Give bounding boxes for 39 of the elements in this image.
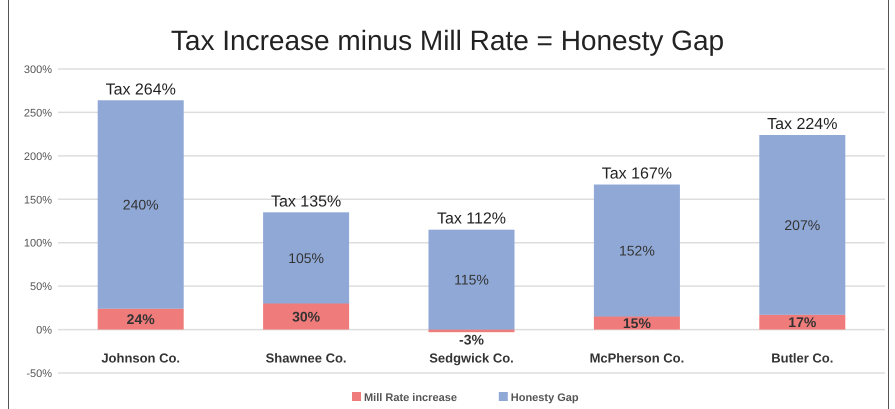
legend-label: Honesty Gap [510,392,579,404]
data-label: 115% [454,272,489,288]
bar [428,330,515,332]
x-tick-label: Shawnee Co. [266,350,347,366]
data-label: 152% [618,242,655,259]
legend-label: Mill Rate increase [364,392,457,404]
total-label: Tax 135% [270,193,342,210]
y-tick-label: 50% [30,281,52,294]
bar [98,308,184,330]
total-label: Tax 224% [767,116,838,134]
x-tick-label: Sedgwick Co. [429,350,514,366]
bar [594,184,680,317]
y-tick-label: 300% [24,64,52,76]
bar [263,304,350,330]
x-tick-label: McPherson Co. [590,350,684,366]
total-label: Tax 264% [106,81,176,98]
y-tick-label: 100% [24,238,52,250]
data-label: 240% [122,196,159,212]
y-tick-label: 150% [24,194,52,206]
data-label: -3% [459,332,484,348]
data-label: 30% [292,308,321,325]
data-label: 17% [788,314,817,330]
y-tick-label: 0% [36,324,52,337]
data-label: 105% [288,250,324,266]
data-label: 207% [784,216,820,233]
bar [98,100,184,309]
data-label: 15% [622,315,652,332]
y-tick-label: -50% [26,368,52,380]
data-label: 24% [126,311,156,328]
bar [263,212,350,304]
bar [759,135,846,315]
total-label: Tax 112% [436,210,506,228]
x-tick-label: Johnson Co. [101,350,180,366]
x-tick-label: Butler Co. [771,350,834,366]
y-tick-label: 250% [24,107,52,120]
bar [428,230,515,330]
y-tick-label: 200% [24,150,52,163]
total-label: Tax 167% [602,166,672,183]
chart-title: Tax Increase minus Mill Rate = Honesty Gap [170,25,724,56]
